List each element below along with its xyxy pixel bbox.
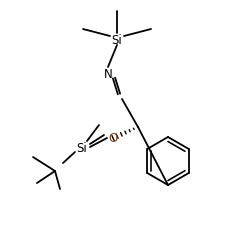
Text: N: N (104, 67, 112, 80)
Text: Si: Si (112, 33, 122, 46)
Text: Si: Si (77, 141, 87, 154)
Text: O: O (108, 132, 118, 145)
